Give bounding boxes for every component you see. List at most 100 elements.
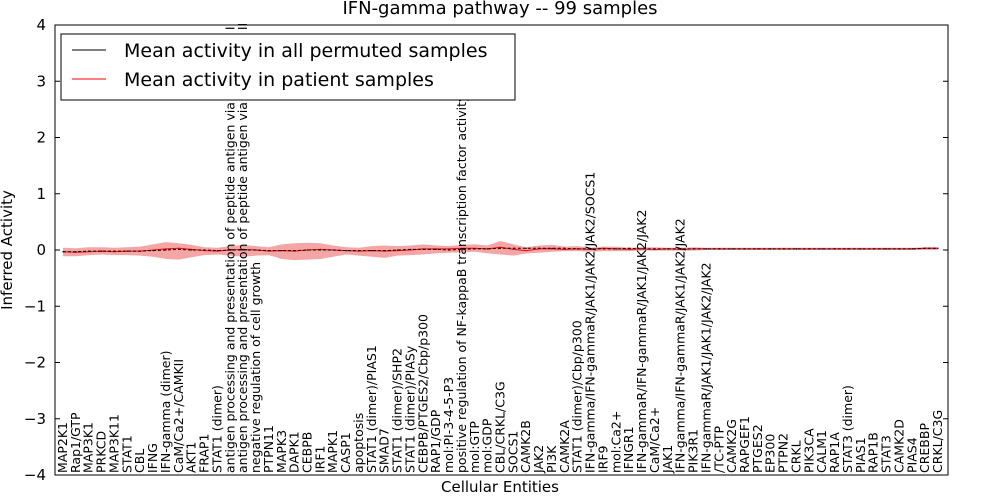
data-point-permuted bbox=[628, 247, 630, 249]
data-point-permuted bbox=[435, 248, 437, 250]
legend: Mean activity in all permuted samples Me… bbox=[60, 33, 516, 101]
x-category-label: antigen processing and presentation of p… bbox=[222, 26, 237, 473]
x-category-label: negative regulation of cell growth bbox=[248, 262, 263, 473]
x-category-label: STAT1 bbox=[119, 435, 134, 473]
data-point-permuted bbox=[242, 249, 244, 251]
data-point-permuted bbox=[397, 249, 399, 251]
data-point-permuted bbox=[512, 247, 515, 249]
x-category-label: STAT1 (dimer)/Cbp/p300 bbox=[570, 320, 585, 473]
tick-layer: 4 3 2 1 0 −1 −2 −3 −4 bbox=[24, 16, 948, 484]
data-point-permuted bbox=[487, 248, 489, 250]
x-category-label: CaM/Ca2+ bbox=[647, 407, 662, 473]
x-category-label: CEBPB/PTGES2/Cbp/p300 bbox=[415, 314, 430, 473]
x-category-label: CAMK2B bbox=[518, 420, 533, 473]
data-point-permuted bbox=[590, 248, 592, 250]
data-point-permuted bbox=[744, 248, 746, 250]
data-point-permuted bbox=[821, 248, 823, 250]
data-point-permuted bbox=[319, 249, 321, 251]
y-axis-label: Inferred Activity bbox=[0, 190, 16, 310]
data-point-permuted bbox=[126, 250, 128, 252]
data-point-permuted bbox=[448, 249, 450, 251]
x-category-label: apoptosis bbox=[351, 413, 366, 473]
chart-title: IFN-gamma pathway -- 99 samples bbox=[342, 0, 657, 19]
x-category-label: IFN-gamma (dimer) bbox=[158, 351, 173, 474]
x-category-label: DAPK1 bbox=[287, 431, 302, 473]
data-point-patient bbox=[178, 247, 180, 249]
x-category-label: STAT1 (dimer)/PIAS1 bbox=[364, 345, 379, 473]
data-point-permuted bbox=[203, 249, 206, 251]
data-point-permuted bbox=[525, 247, 527, 249]
y-tick-label: 4 bbox=[36, 16, 46, 34]
data-point-permuted bbox=[268, 250, 270, 252]
data-point-permuted bbox=[692, 248, 695, 250]
data-point-permuted bbox=[808, 248, 810, 250]
x-category-label: CRKL bbox=[789, 440, 804, 473]
y-tick-label: −2 bbox=[24, 354, 46, 372]
y-tick-label: 3 bbox=[36, 72, 46, 90]
x-category-label: PTPN2 bbox=[776, 433, 791, 473]
x-category-label: MAP3K1 bbox=[81, 422, 96, 473]
data-point-permuted bbox=[602, 248, 605, 250]
x-category-label: CBL bbox=[132, 449, 147, 473]
data-point-permuted bbox=[113, 250, 116, 252]
x-axis-label: Cellular Entities bbox=[441, 478, 559, 496]
legend-label-patient: Mean activity in patient samples bbox=[124, 69, 434, 91]
x-category-label: RAPGEF1 bbox=[737, 416, 752, 473]
data-point-permuted bbox=[384, 250, 386, 252]
data-point-permuted bbox=[564, 247, 566, 249]
x-category-label: antigen processing and presentation of p… bbox=[235, 23, 250, 473]
data-point-permuted bbox=[371, 250, 373, 252]
data-point-permuted bbox=[294, 250, 296, 252]
data-point-patient bbox=[448, 248, 450, 250]
data-point-permuted bbox=[474, 248, 476, 250]
x-category-label: STAT1 (dimer)/SHP2 bbox=[390, 348, 405, 473]
x-category-label: CEBPB bbox=[300, 432, 315, 473]
x-category-label: CASP1 bbox=[338, 432, 353, 473]
x-category-label: SMAD7 bbox=[377, 428, 392, 473]
x-category-label: mol:PI-3-4-5-P3 bbox=[441, 377, 456, 473]
x-category-label: AKT1 bbox=[184, 442, 199, 473]
x-category-label: IFN-gammaR/IFN-gammaR/JAK1/JAK2/JAK2 bbox=[634, 210, 649, 473]
data-point-permuted bbox=[667, 248, 669, 250]
data-point-patient bbox=[525, 250, 527, 252]
x-category-label: Rap1/GTP bbox=[68, 412, 83, 473]
data-point-permuted bbox=[718, 248, 720, 250]
data-point-permuted bbox=[641, 248, 643, 250]
data-point-permuted bbox=[924, 247, 926, 249]
data-point-permuted bbox=[152, 250, 154, 252]
x-category-label: MAPK3 bbox=[274, 430, 289, 473]
data-point-permuted bbox=[88, 250, 90, 252]
data-point-permuted bbox=[345, 250, 347, 252]
data-point-permuted bbox=[178, 248, 180, 250]
data-point-permuted bbox=[705, 248, 708, 250]
data-point-permuted bbox=[770, 248, 772, 250]
data-point-permuted bbox=[654, 248, 656, 250]
x-category-label: mol:GTP bbox=[467, 421, 482, 473]
data-point-patient bbox=[499, 246, 502, 248]
data-point-patient bbox=[461, 247, 463, 249]
x-category-label: RAP1A bbox=[827, 432, 842, 473]
y-tick-label: 1 bbox=[36, 185, 46, 203]
legend-label-permuted: Mean activity in all permuted samples bbox=[124, 40, 487, 62]
data-point-permuted bbox=[615, 248, 617, 250]
patient-confidence-band bbox=[63, 241, 938, 261]
band-layer bbox=[63, 241, 938, 261]
data-point-permuted bbox=[499, 247, 502, 249]
data-point-permuted bbox=[898, 248, 901, 250]
x-category-label: positive regulation of NF-kappaB transcr… bbox=[454, 94, 469, 473]
x-category-label: IFN-gammaR/JAK1/JAK1/JAK2/JAK2 bbox=[698, 262, 713, 473]
x-category-label: CALM1 bbox=[814, 430, 829, 473]
x-category-label: mol:Ca2+ bbox=[608, 411, 623, 473]
x-category-label: CREBBP bbox=[917, 423, 932, 473]
data-point-permuted bbox=[731, 248, 733, 250]
x-category-label: PTGES2 bbox=[750, 424, 765, 473]
x-category-label: FRAP1 bbox=[197, 434, 212, 473]
x-category-label: STAT1 (dimer) bbox=[209, 385, 224, 473]
data-point-permuted bbox=[165, 249, 167, 251]
x-category-label: MAP2K1 bbox=[55, 422, 70, 473]
data-point-permuted bbox=[577, 248, 579, 250]
x-category-label: STAT3 bbox=[879, 435, 894, 473]
x-category-label: PIK3CA bbox=[801, 428, 816, 473]
category-label-layer: MAP2K1Rap1/GTPMAP3K1PRKCDMAP3K11STAT1CBL… bbox=[55, 23, 945, 474]
